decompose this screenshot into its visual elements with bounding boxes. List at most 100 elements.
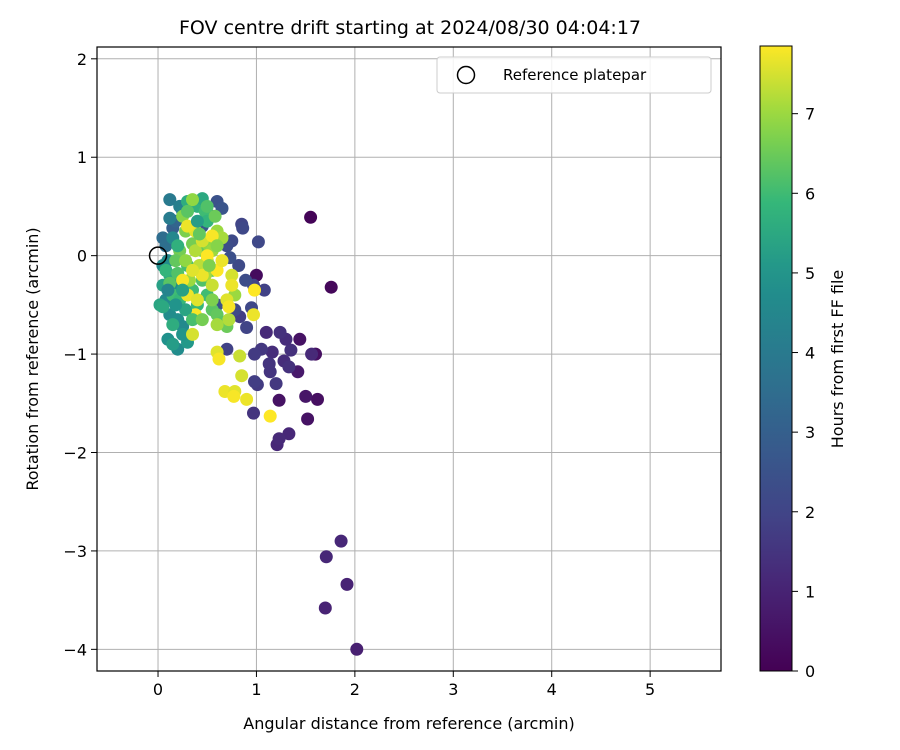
colorbar-ticks: 0 1 2 3 4 5 6 7 (792, 105, 815, 681)
data-point (159, 263, 173, 277)
data-point (319, 550, 333, 564)
data-point (232, 259, 246, 272)
data-point (299, 389, 313, 403)
y-tick-label: 0 (77, 247, 87, 266)
data-point (222, 300, 236, 314)
data-point (240, 321, 254, 334)
x-tick-label: 5 (645, 680, 655, 699)
data-point (205, 229, 219, 243)
data-point (272, 393, 286, 407)
data-point (192, 227, 206, 241)
x-tick-label: 3 (448, 680, 458, 699)
data-point (208, 209, 222, 223)
x-axis: 0 1 2 3 4 5 (153, 671, 655, 699)
colorbar-label: Hours from first FF file (828, 270, 847, 449)
data-point (259, 325, 273, 339)
data-point (225, 278, 239, 292)
data-point (181, 204, 194, 218)
data-point (301, 412, 315, 426)
legend-marker-open-circle (456, 65, 476, 85)
data-point (225, 268, 239, 282)
data-point (257, 283, 271, 297)
x-tick-label: 1 (251, 680, 261, 699)
data-point (227, 389, 241, 403)
data-point (236, 221, 250, 235)
data-point (220, 342, 234, 356)
data-point (181, 219, 194, 233)
data-point (205, 278, 219, 292)
colorbar-tick-label: 0 (805, 662, 815, 681)
data-point (263, 365, 277, 379)
colorbar-gradient (759, 45, 793, 672)
data-point (235, 369, 249, 383)
data-point (166, 318, 180, 332)
data-point (200, 199, 214, 213)
data-point (161, 283, 175, 297)
data-point (248, 347, 261, 361)
y-tick-label: −4 (63, 640, 87, 659)
y-tick-label: −2 (63, 444, 87, 463)
y-tick-label: 2 (77, 50, 87, 69)
data-point (179, 254, 193, 268)
colorbar-tick-label: 5 (805, 264, 815, 283)
data-points (153, 192, 364, 656)
data-point (233, 349, 247, 363)
data-point (282, 427, 296, 441)
data-point (171, 239, 185, 253)
data-point (176, 283, 190, 297)
data-point (282, 360, 296, 374)
data-point (269, 377, 283, 391)
data-point (248, 375, 261, 389)
legend: Reference platepar (436, 56, 712, 94)
colorbar-tick-label: 4 (805, 344, 815, 363)
data-point (263, 409, 277, 423)
y-tick-label: 1 (77, 148, 87, 167)
data-point (249, 268, 263, 282)
data-point (188, 244, 202, 258)
data-point (265, 345, 279, 359)
colorbar-tick-label: 6 (805, 184, 815, 203)
data-point (293, 332, 307, 346)
data-point (156, 300, 170, 314)
data-point (210, 318, 224, 332)
data-point (272, 432, 286, 446)
data-point (304, 210, 318, 224)
data-point (163, 211, 177, 225)
data-point (166, 337, 180, 351)
colorbar-tick-label: 2 (805, 503, 815, 522)
data-point (195, 268, 209, 282)
data-point (186, 263, 199, 277)
y-axis: −4 −3 −2 −1 0 1 2 (63, 50, 97, 659)
data-point (186, 327, 199, 341)
data-point (247, 406, 260, 420)
y-axis-label: Rotation from reference (arcmin) (23, 227, 42, 490)
reference-marker-group (148, 246, 168, 265)
data-point (334, 534, 348, 548)
data-point (205, 293, 219, 307)
data-point (210, 239, 224, 253)
data-point (200, 249, 214, 263)
plot-frame (96, 46, 722, 672)
data-point (222, 313, 236, 327)
data-point (324, 280, 338, 294)
y-tick-label: −1 (63, 345, 87, 364)
data-point (239, 273, 253, 287)
data-point (305, 347, 319, 361)
colorbar-tick-label: 1 (805, 582, 815, 601)
x-tick-label: 0 (153, 680, 163, 699)
legend-box (436, 56, 712, 94)
data-point (247, 308, 260, 322)
data-point (186, 193, 199, 207)
x-tick-label: 2 (350, 680, 360, 699)
legend-entry-label: Reference platepar (503, 66, 647, 84)
data-point (179, 303, 193, 317)
data-point (350, 642, 364, 656)
data-point (215, 254, 229, 268)
data-point (190, 214, 204, 228)
data-point (190, 293, 204, 307)
data-point (169, 298, 183, 312)
x-axis-label: Angular distance from reference (arcmin) (243, 714, 574, 733)
data-point (251, 235, 265, 249)
